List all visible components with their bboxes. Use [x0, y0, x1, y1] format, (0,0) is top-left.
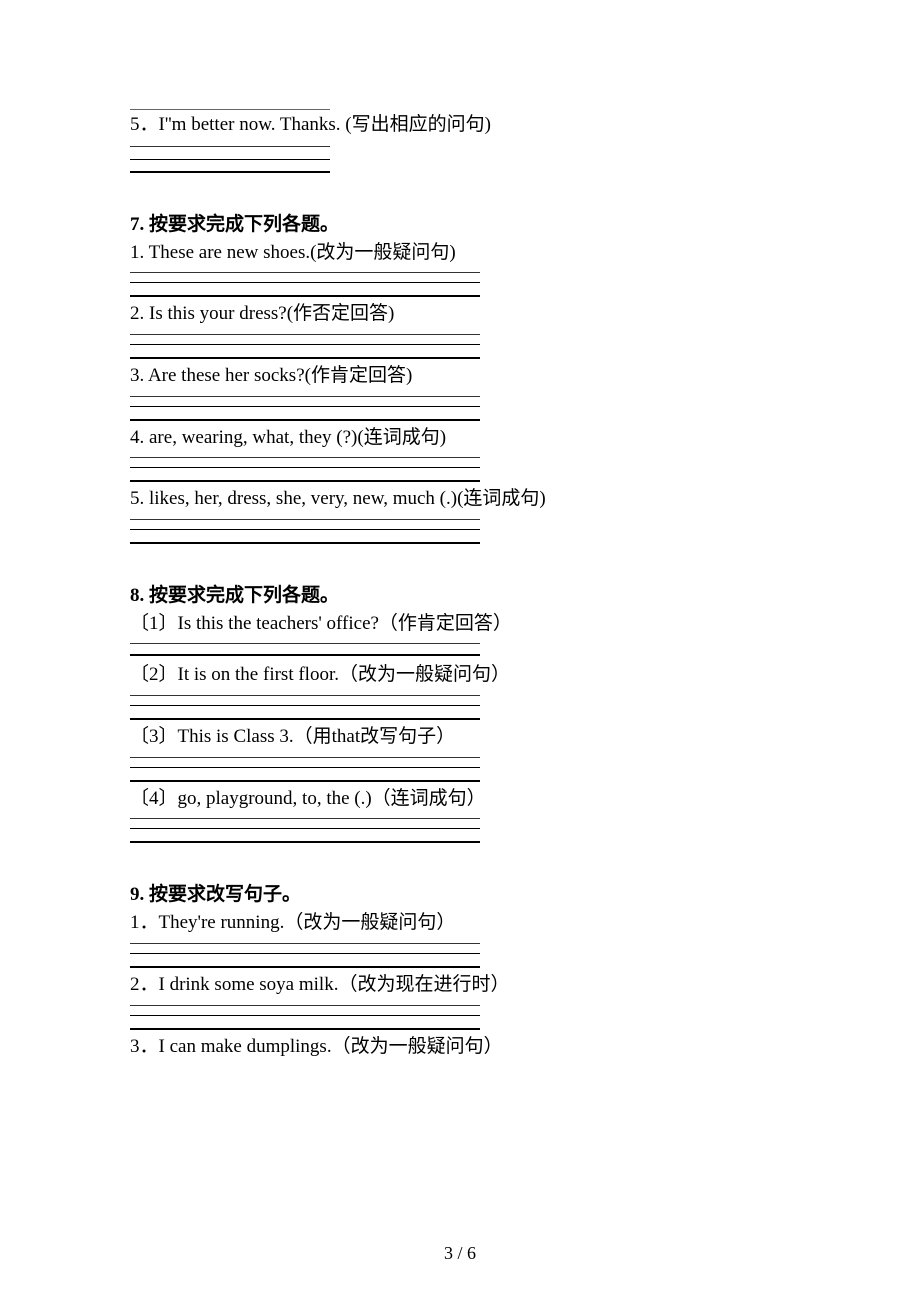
answer-blank[interactable]	[130, 945, 480, 954]
question-5: 5．I''m better now. Thanks. (写出相应的问句)	[130, 112, 790, 173]
answer-blank[interactable]	[130, 956, 480, 968]
question-text: 5．I''m better now. Thanks. (写出相应的问句)	[130, 112, 790, 138]
answer-blank[interactable]	[130, 811, 480, 819]
section-9-item-3: 3．I can make dumplings.（改为一般疑问句）	[130, 1034, 790, 1060]
answer-blank[interactable]	[130, 162, 330, 173]
section-7-item-5: 5. likes, her, dress, she, very, new, mu…	[130, 486, 790, 544]
question-text: 〔4〕go, playground, to, the (.)（连词成句）	[130, 786, 790, 812]
answer-blank[interactable]	[130, 750, 480, 758]
answer-blank[interactable]	[130, 327, 480, 335]
section-9-title: 9. 按要求改写句子。	[130, 879, 790, 906]
question-text: 〔3〕This is Class 3.（用that改写句子）	[130, 724, 790, 750]
answer-blank[interactable]	[130, 770, 480, 782]
answer-blank[interactable]	[130, 138, 330, 147]
answer-blank[interactable]	[130, 1007, 480, 1016]
section-7-item-4: 4. are, wearing, what, they (?)(连词成句)	[130, 425, 790, 483]
section-8-item-1: 〔1〕Is this the teachers' office?（作肯定回答）	[130, 611, 790, 657]
question-text: 〔1〕Is this the teachers' office?（作肯定回答）	[130, 611, 790, 637]
question-text: 〔2〕It is on the first floor.（改为一般疑问句）	[130, 662, 790, 688]
section-7-item-3: 3. Are these her socks?(作肯定回答)	[130, 363, 790, 421]
question-text: 3. Are these her socks?(作肯定回答)	[130, 363, 790, 389]
answer-blank[interactable]	[130, 697, 480, 706]
answer-blank[interactable]	[130, 285, 480, 297]
section-7-item-2: 2. Is this your dress?(作否定回答)	[130, 301, 790, 359]
section-8-title: 8. 按要求完成下列各题。	[130, 580, 790, 607]
answer-blank[interactable]	[130, 459, 480, 468]
section-9-item-1: 1．They're running.（改为一般疑问句）	[130, 910, 790, 968]
answer-blank[interactable]	[130, 149, 330, 160]
answer-blank[interactable]	[130, 1018, 480, 1030]
answer-blank[interactable]	[130, 100, 330, 110]
answer-blank[interactable]	[130, 409, 480, 421]
answer-blank[interactable]	[130, 398, 480, 407]
question-text: 1. These are new shoes.(改为一般疑问句)	[130, 240, 790, 266]
answer-blank[interactable]	[130, 645, 480, 656]
answer-blank[interactable]	[130, 998, 480, 1006]
answer-blank[interactable]	[130, 265, 480, 273]
answer-blank[interactable]	[130, 336, 480, 345]
answer-blank[interactable]	[130, 936, 480, 944]
section-7-item-1: 1. These are new shoes.(改为一般疑问句)	[130, 240, 790, 298]
answer-blank[interactable]	[130, 820, 480, 829]
answer-blank[interactable]	[130, 831, 480, 843]
answer-blank[interactable]	[130, 521, 480, 530]
answer-blank[interactable]	[130, 636, 480, 644]
answer-blank[interactable]	[130, 708, 480, 720]
question-text: 2. Is this your dress?(作否定回答)	[130, 301, 790, 327]
question-text: 1．They're running.（改为一般疑问句）	[130, 910, 790, 936]
question-text: 5. likes, her, dress, she, very, new, mu…	[130, 486, 790, 512]
section-8-item-4: 〔4〕go, playground, to, the (.)（连词成句）	[130, 786, 790, 844]
answer-blank[interactable]	[130, 512, 480, 520]
page-footer: 3 / 6	[0, 1243, 920, 1264]
answer-blank[interactable]	[130, 450, 480, 458]
question-text: 4. are, wearing, what, they (?)(连词成句)	[130, 425, 790, 451]
section-8-item-3: 〔3〕This is Class 3.（用that改写句子）	[130, 724, 790, 782]
answer-blank[interactable]	[130, 688, 480, 696]
question-text: 3．I can make dumplings.（改为一般疑问句）	[130, 1034, 790, 1060]
section-7-title: 7. 按要求完成下列各题。	[130, 209, 790, 236]
answer-blank[interactable]	[130, 759, 480, 768]
section-9-item-2: 2．I drink some soya milk.（改为现在进行时）	[130, 972, 790, 1030]
answer-blank[interactable]	[130, 347, 480, 359]
answer-blank[interactable]	[130, 389, 480, 397]
section-8-item-2: 〔2〕It is on the first floor.（改为一般疑问句）	[130, 662, 790, 720]
answer-blank[interactable]	[130, 532, 480, 544]
question-text: 2．I drink some soya milk.（改为现在进行时）	[130, 972, 790, 998]
answer-blank[interactable]	[130, 470, 480, 482]
answer-blank[interactable]	[130, 274, 480, 283]
